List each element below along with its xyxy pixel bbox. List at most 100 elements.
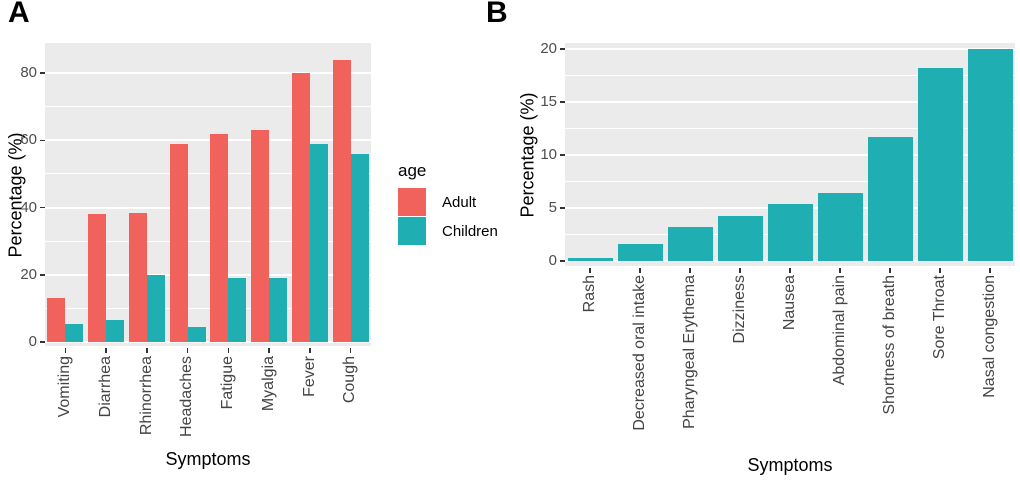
y-tick-mark [560,260,565,262]
x-tick-mark [186,348,189,353]
bar-children-1 [106,320,125,342]
legend-label-adult: Adult [442,193,477,211]
x-tick-label-text: Sore Throat [930,275,948,360]
y-tick-mark [40,139,45,141]
x-tick-mark [939,268,941,273]
x-tick-mark [689,268,691,273]
bar-value-0 [567,257,613,261]
bar-value-1 [617,244,663,261]
panel-b-x-axis-title: Symptoms [747,455,833,475]
x-tick-label-text: Dizziness [730,275,748,344]
x-tick-label-text: Decreased oral intake [630,275,648,431]
y-tick-mark [560,154,565,156]
y-tick-mark [40,72,45,74]
x-tick-mark [349,348,352,353]
gridline-major [565,260,1015,262]
bar-value-7 [917,68,963,261]
legend-entry-children: Children [398,217,498,245]
bar-children-3 [187,326,206,342]
panel-a-letter: A [8,0,30,29]
gridline-major [45,139,371,142]
bar-adult-3 [169,143,188,342]
bar-value-2 [667,227,713,261]
x-tick-label-text: Rash [580,275,598,313]
bar-value-3 [717,216,763,261]
x-tick-mark [146,348,148,353]
x-tick-mark [989,268,991,273]
gridline-minor [45,106,371,108]
y-tick-label: 80 [20,64,37,81]
gridline-minor [565,75,1015,76]
x-tick-label: Nausea [780,275,800,330]
bar-children-4 [228,278,247,342]
gridline-major [565,101,1015,103]
bar-children-5 [269,278,288,342]
x-tick-label: Sore Throat [930,275,950,359]
gridline-major [45,72,371,74]
bar-adult-6 [291,73,310,342]
x-tick-label-text: Abdominal pain [830,275,848,386]
y-tick-mark [40,341,45,343]
y-tick-label: 20 [20,265,37,283]
x-tick-label-text: Shortness of breath [880,275,898,415]
x-tick-label: Dizziness [730,275,750,343]
gridline-minor [565,181,1015,182]
legend: age Adult Children [398,161,498,246]
y-tick-label: 0 [28,333,37,350]
panel-a-y-axis-title: Percentage (%) [5,132,26,258]
bar-value-4 [767,203,813,261]
x-tick-label-text: Fatigue [219,356,237,410]
gridline-major [565,154,1015,156]
gridline-minor [45,240,371,242]
x-tick-label: Headaches [178,356,198,437]
x-tick-label-text: Fever [300,356,318,397]
y-tick-label: 40 [20,198,37,216]
x-tick-mark [589,268,591,273]
bar-children-2 [146,274,165,342]
legend-label-children: Children [442,222,498,240]
x-tick-label-text: Headaches [178,356,196,437]
y-tick-label: 10 [540,146,557,163]
bar-children-0 [65,323,84,342]
gridline-minor [45,173,371,175]
x-tick-label: Nasal congestion [980,275,1000,398]
gridline-major [45,206,371,209]
x-tick-label: Rash [580,275,600,312]
x-tick-label: Fatigue [218,356,238,409]
x-tick-label: Abdominal pain [830,275,850,385]
x-tick-label: Fever [300,356,320,397]
x-tick-label: Diarrhea [96,356,116,417]
x-tick-mark [789,268,791,273]
x-tick-mark [268,348,270,353]
gridline-minor [45,307,371,309]
gridline-major [45,273,371,276]
bar-value-5 [817,193,863,261]
x-tick-label: Pharyngeal Erythema [680,275,700,429]
x-tick-label-text: Nasal congestion [980,275,998,398]
x-tick-label-text: Diarrhea [96,356,114,418]
gridline-minor [565,128,1015,129]
gridline-major [565,48,1015,50]
y-tick-mark [40,274,45,276]
bar-children-6 [309,143,328,342]
y-tick-mark [40,206,45,209]
x-tick-mark [309,348,311,353]
y-tick-label: 60 [20,131,37,149]
x-tick-mark [639,268,641,273]
legend-swatch-adult [398,188,426,216]
x-tick-label: Rhinorrhea [137,356,157,435]
bar-value-6 [867,136,913,261]
legend-entry-adult: Adult [398,188,498,216]
bar-adult-7 [332,59,351,342]
bar-adult-0 [47,298,66,342]
y-tick-mark [560,101,565,103]
x-tick-label: Myalgia [259,356,279,411]
bar-adult-2 [128,212,147,342]
y-tick-label: 15 [540,93,557,110]
x-tick-label-text: Nausea [780,275,798,331]
x-tick-label: Shortness of breath [880,275,900,415]
x-tick-mark [227,348,230,353]
x-tick-label-text: Cough [341,356,359,404]
bar-adult-5 [251,130,270,342]
